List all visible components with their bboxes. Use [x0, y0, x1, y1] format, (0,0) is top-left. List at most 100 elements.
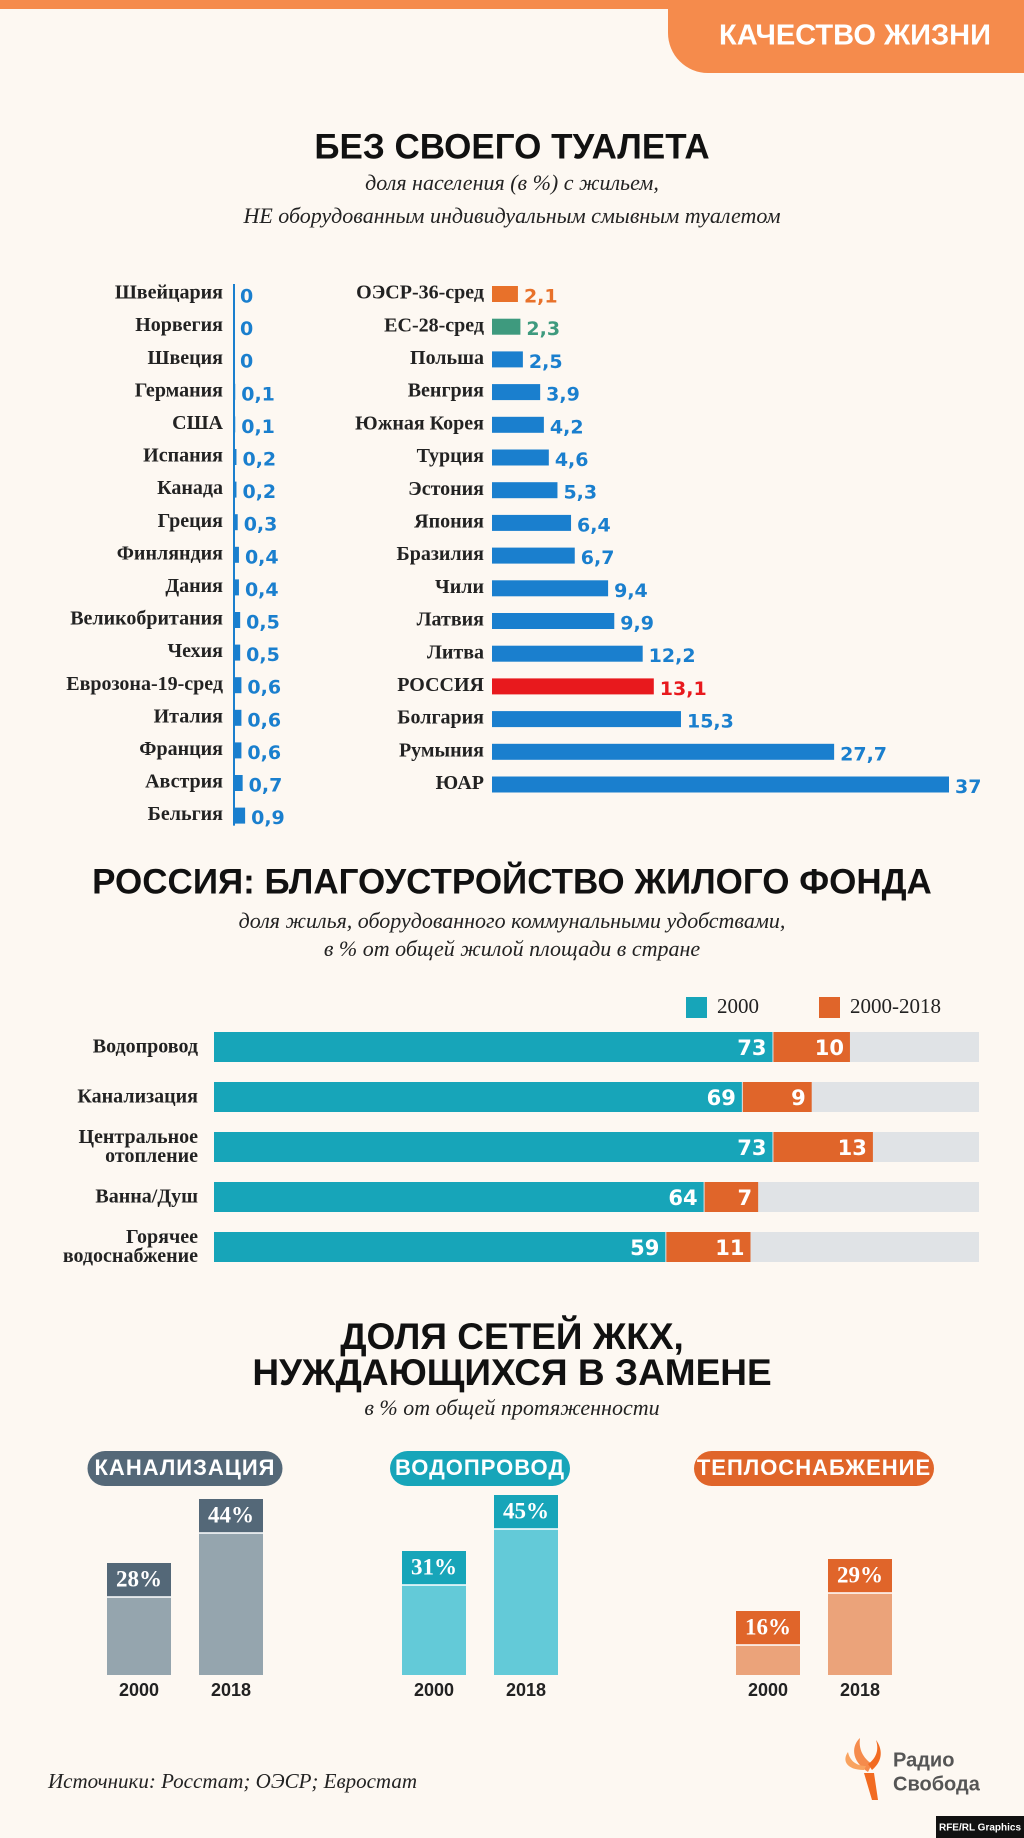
bar	[492, 449, 549, 466]
category-label: Чили	[435, 576, 484, 598]
category-label: Центральное отопление	[78, 1126, 198, 1167]
panel-title: ВОДОПРОВОД	[395, 1455, 565, 1480]
value-label: 59	[630, 1236, 659, 1260]
value-label: 4,6	[555, 449, 589, 471]
bar	[234, 579, 239, 596]
category-label: Греция	[158, 510, 224, 532]
bar	[234, 449, 237, 465]
value-label: 0,5	[246, 612, 280, 634]
category-label: Литва	[427, 641, 484, 663]
category-label: Венгрия	[408, 380, 484, 402]
bar	[492, 776, 949, 793]
value-label: 73	[737, 1136, 766, 1160]
bar-segment	[773, 1132, 873, 1162]
chart-subtitle: НЕ оборудованным индивидуальным смывным …	[242, 203, 780, 228]
value-label: 0,1	[241, 383, 275, 405]
bar	[234, 416, 236, 433]
value-label: 9	[791, 1086, 806, 1110]
bar	[492, 547, 575, 564]
value-label: 16%	[745, 1614, 791, 1639]
value-label: 0,5	[246, 644, 280, 666]
bar	[234, 383, 236, 400]
category-label: Япония	[414, 510, 484, 532]
bar	[492, 711, 681, 728]
category-label: Швеция	[147, 347, 223, 369]
value-label: 6,7	[581, 547, 615, 569]
category-label: Еврозона-19-сред	[66, 673, 223, 695]
category-label: Испания	[143, 445, 223, 467]
chart-title: ДОЛЯ СЕТЕЙ ЖКХ,	[340, 1315, 684, 1357]
value-label: 0,4	[245, 579, 279, 601]
category-label: 2000	[414, 1680, 454, 1700]
category-label: Ванна/Душ	[95, 1185, 198, 1208]
category-label: 2000	[119, 1680, 159, 1700]
value-label: 0,6	[247, 709, 281, 731]
chart-subtitle: в % от общей жилой площади в стране	[324, 936, 701, 961]
category-label: Бразилия	[397, 543, 485, 565]
bar	[234, 677, 242, 694]
header-tab	[668, 0, 1024, 73]
category-label: Бельгия	[148, 803, 224, 825]
bar-cap	[736, 1611, 800, 1645]
bar-segment	[214, 1132, 773, 1162]
category-label: Южная Корея	[355, 412, 484, 434]
bar	[234, 546, 239, 563]
category-label: Болгария	[397, 707, 484, 729]
bar	[492, 286, 518, 302]
chart-title: БЕЗ СВОЕГО ТУАЛЕТА	[314, 127, 709, 166]
bar-cap	[107, 1563, 171, 1597]
bar	[234, 481, 237, 498]
category-label: Швейцария	[115, 282, 223, 304]
category-label: 2018	[211, 1680, 251, 1700]
value-label: 31%	[411, 1554, 457, 1579]
panel-pill	[390, 1451, 570, 1486]
bar	[234, 612, 241, 628]
bar	[492, 318, 521, 335]
category-label: Канада	[157, 477, 223, 499]
category-label: ЮАР	[436, 772, 484, 794]
legend-swatch	[686, 997, 707, 1018]
value-label: 7	[738, 1186, 753, 1210]
header-tag: КАЧЕСТВО ЖИЗНИ	[719, 20, 991, 52]
value-label: 2,3	[526, 318, 560, 340]
bar	[234, 644, 241, 661]
bar	[492, 416, 544, 433]
category-label: США	[172, 412, 223, 434]
value-label: 0,6	[247, 677, 281, 699]
value-label: 64	[668, 1186, 697, 1210]
bar-segment	[666, 1232, 751, 1262]
bar-cap	[828, 1559, 892, 1593]
bar	[234, 709, 242, 726]
value-label: 13	[838, 1136, 867, 1160]
category-label: Горячее водоснабжение	[62, 1226, 198, 1267]
category-label: Эстония	[408, 478, 484, 500]
legend-label: 2000-2018	[850, 994, 941, 1018]
category-label: Германия	[135, 379, 223, 401]
value-label: 0,9	[251, 807, 285, 829]
bar	[492, 482, 558, 499]
bar-cap	[402, 1551, 466, 1585]
value-label: 0,1	[241, 416, 275, 438]
value-label: 9,9	[620, 613, 654, 635]
panel-pill	[694, 1451, 934, 1486]
value-label: 2,5	[529, 351, 563, 373]
bar-cap	[494, 1495, 558, 1529]
category-label: Водопровод	[92, 1035, 198, 1058]
value-label: 11	[715, 1236, 744, 1260]
bar	[492, 613, 615, 629]
bar	[492, 351, 523, 368]
value-label: 69	[707, 1086, 736, 1110]
chart-title: РОССИЯ: БЛАГОУСТРОЙСТВО ЖИЛОГО ФОНДА	[92, 861, 932, 901]
bar-segment	[214, 1082, 742, 1112]
category-label: Турция	[417, 445, 485, 467]
bar	[234, 775, 243, 791]
bar	[234, 742, 242, 759]
logo-text: Свобода	[893, 1773, 981, 1795]
top-stripe	[0, 0, 1024, 9]
value-label: 2,1	[524, 286, 558, 308]
value-label: 12,2	[649, 645, 696, 667]
panel-title: ТЕПЛОСНАБЖЕНИЕ	[697, 1455, 931, 1480]
credit: RFE/RL Graphics	[939, 1823, 1021, 1834]
category-label: Великобритания	[70, 608, 223, 630]
value-label: 4,2	[550, 416, 584, 438]
